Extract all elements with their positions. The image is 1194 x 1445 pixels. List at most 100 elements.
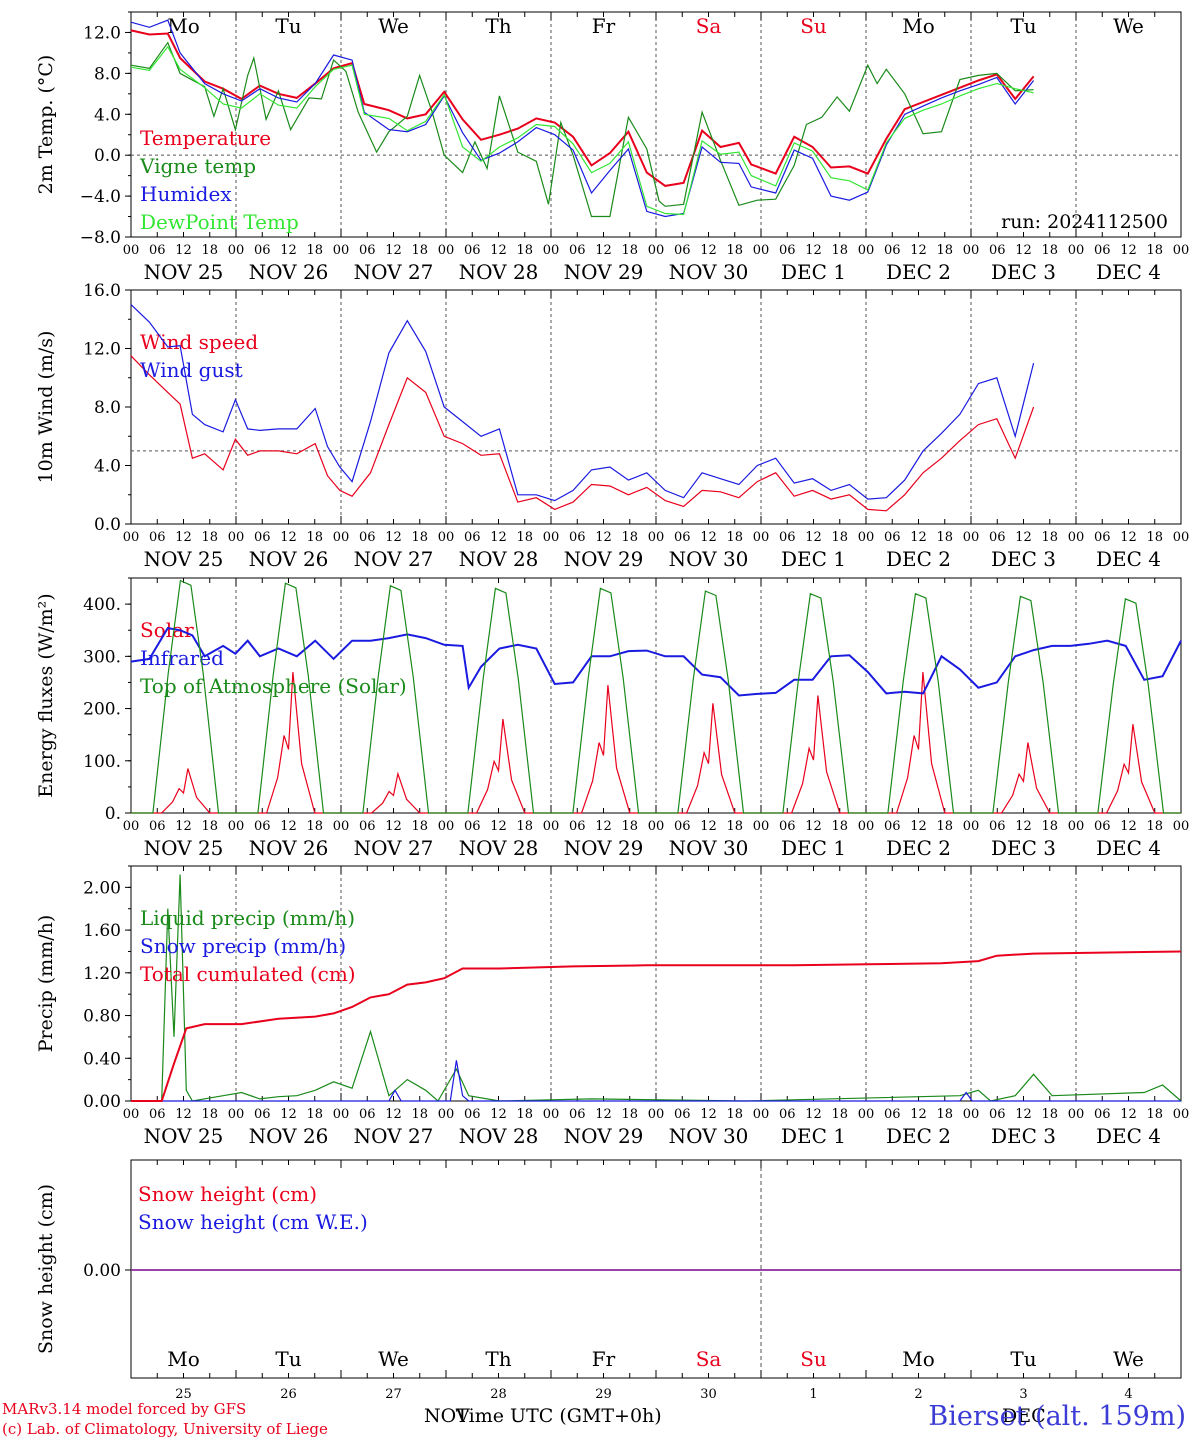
day-name-label: Th xyxy=(485,1347,511,1371)
x-date-label: DEC 3 xyxy=(991,260,1056,284)
x-hour-label: 06 xyxy=(464,243,481,258)
y-axis-label: 2m Temp. (°C) xyxy=(35,55,57,195)
x-date-label: NOV 25 xyxy=(144,836,224,860)
x-hour-label: 18 xyxy=(726,243,743,258)
x-hour-label: 00 xyxy=(1173,819,1190,834)
x-hour-label: 06 xyxy=(359,530,376,545)
x-hour-label: 00 xyxy=(333,243,350,258)
y-tick-label: 16.0 xyxy=(83,281,121,301)
series-line-humidex xyxy=(130,19,1035,218)
x-hour-label: 00 xyxy=(753,819,770,834)
y-tick-label: 100. xyxy=(83,752,121,772)
x-hour-label: 18 xyxy=(1146,819,1163,834)
x-hour-label: 18 xyxy=(726,530,743,545)
x-date-label: NOV 29 xyxy=(564,1124,644,1148)
x-hour-label: 00 xyxy=(753,243,770,258)
x-hour-label: 12 xyxy=(280,819,297,834)
legend-entry: Vigne temp xyxy=(139,154,256,178)
day-name-label: Sa xyxy=(696,1347,722,1371)
x-hour-label: 06 xyxy=(779,819,796,834)
x-hour-label: 12 xyxy=(805,819,822,834)
x-date-label: NOV 26 xyxy=(249,260,329,284)
x-hour-label: 00 xyxy=(123,530,140,545)
model-credit: MARv3.14 model forced by GFS xyxy=(2,1400,247,1418)
x-hour-label: 00 xyxy=(963,243,980,258)
x-date-label: DEC 4 xyxy=(1096,836,1161,860)
x-hour-label: 18 xyxy=(621,819,638,834)
x-hour-label: 18 xyxy=(516,1107,533,1122)
x-hour-label: 06 xyxy=(464,530,481,545)
legend-entry: Top of Atmosphere (Solar) xyxy=(140,674,407,698)
x-hour-label: 18 xyxy=(936,819,953,834)
series-line-liquid-precip-mm-h- xyxy=(131,874,1182,1102)
x-hour-label: 00 xyxy=(753,1107,770,1122)
x-hour-label: 18 xyxy=(726,819,743,834)
x-hour-label: 18 xyxy=(831,243,848,258)
x-hour-label: 12 xyxy=(910,243,927,258)
x-hour-label: 12 xyxy=(490,530,507,545)
x-hour-label: 12 xyxy=(280,530,297,545)
x-hour-label: 06 xyxy=(884,1107,901,1122)
x-date-label: NOV 30 xyxy=(669,547,749,571)
y-tick-label: −8.0 xyxy=(80,228,121,248)
x-hour-label: 12 xyxy=(805,530,822,545)
y-tick-label: 400. xyxy=(83,595,121,615)
day-name-label: Sa xyxy=(696,14,722,38)
x-hour-label: 06 xyxy=(359,1107,376,1122)
legend-entry: Snow height (cm W.E.) xyxy=(138,1210,368,1234)
legend-entry: Infrared xyxy=(140,646,224,670)
x-hour-label: 06 xyxy=(464,819,481,834)
x-date-label: NOV 26 xyxy=(249,547,329,571)
x-hour-label: 06 xyxy=(1094,530,1111,545)
x-hour-label: 06 xyxy=(884,243,901,258)
legend-entry: Wind gust xyxy=(140,358,243,382)
x-hour-label: 00 xyxy=(858,1107,875,1122)
day-name-label: We xyxy=(378,1347,409,1371)
x-hour-label: 00 xyxy=(123,243,140,258)
x-date-label: NOV 29 xyxy=(564,260,644,284)
x-hour-label: 18 xyxy=(1041,243,1058,258)
x-hour-label: 18 xyxy=(411,1107,428,1122)
x-hour-label: 12 xyxy=(910,530,927,545)
x-hour-label: 18 xyxy=(516,530,533,545)
x-date-label: NOV 27 xyxy=(354,260,434,284)
x-hour-label: 12 xyxy=(490,819,507,834)
x-hour-label: 12 xyxy=(175,530,192,545)
y-tick-label: 200. xyxy=(83,700,121,720)
x-hour-label: 00 xyxy=(648,243,665,258)
y-axis-label: 10m Wind (m/s) xyxy=(35,331,57,484)
x-hour-label: 06 xyxy=(779,530,796,545)
x-hour-label: 12 xyxy=(595,243,612,258)
y-tick-label: 2.00 xyxy=(83,878,121,898)
x-hour-label: 06 xyxy=(989,1107,1006,1122)
x-hour-label: 00 xyxy=(648,530,665,545)
day-number-label: 2 xyxy=(914,1387,922,1402)
x-hour-label: 00 xyxy=(543,530,560,545)
x-hour-label: 06 xyxy=(884,530,901,545)
x-date-label: DEC 1 xyxy=(781,836,846,860)
x-date-label: DEC 3 xyxy=(991,547,1056,571)
x-hour-label: 00 xyxy=(228,243,245,258)
x-hour-label: 18 xyxy=(1041,530,1058,545)
x-hour-label: 06 xyxy=(1094,243,1111,258)
x-hour-label: 12 xyxy=(175,243,192,258)
x-hour-label: 12 xyxy=(595,530,612,545)
x-date-label: NOV 28 xyxy=(459,260,539,284)
legend-entry: Humidex xyxy=(140,182,232,206)
x-hour-label: 18 xyxy=(1146,243,1163,258)
copyright-credit: (c) Lab. of Climatology, University of L… xyxy=(2,1420,328,1438)
x-hour-label: 18 xyxy=(831,819,848,834)
day-number-label: 29 xyxy=(595,1387,612,1402)
x-hour-label: 12 xyxy=(1015,243,1032,258)
day-name-label: Mo xyxy=(167,1347,200,1371)
series-line-temperature xyxy=(130,29,1035,187)
x-date-label: NOV 26 xyxy=(249,836,329,860)
x-hour-label: 00 xyxy=(963,819,980,834)
x-hour-label: 12 xyxy=(1120,530,1137,545)
x-hour-label: 00 xyxy=(648,819,665,834)
y-tick-label: 8.0 xyxy=(94,64,121,84)
x-hour-label: 00 xyxy=(858,819,875,834)
day-number-label: 27 xyxy=(385,1387,402,1402)
x-hour-label: 06 xyxy=(464,1107,481,1122)
x-hour-label: 18 xyxy=(411,243,428,258)
